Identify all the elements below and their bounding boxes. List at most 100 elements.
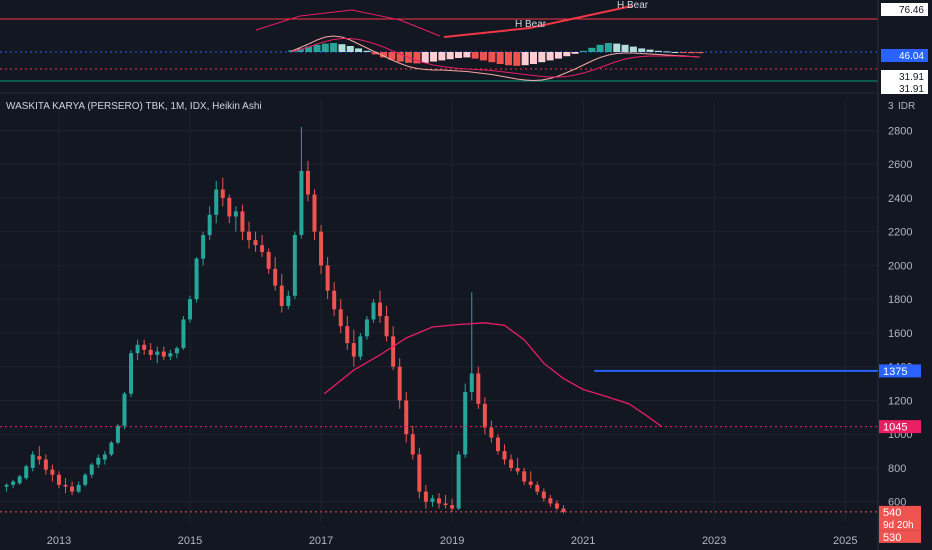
candle (30, 451, 35, 472)
candle (404, 392, 409, 443)
histogram-bar (646, 49, 654, 52)
candle (56, 471, 61, 489)
candle-body (371, 302, 376, 320)
candle-body (528, 481, 533, 485)
candle-body (469, 373, 474, 393)
histogram-bar (480, 52, 488, 61)
candle-body (135, 344, 140, 354)
y-axis: 6008001000120014001600180020002200240026… (888, 125, 912, 508)
candle-body (161, 351, 166, 357)
histogram-bar (455, 52, 463, 58)
candle (522, 467, 527, 485)
candle-body (554, 503, 559, 509)
y-tick-label: 600 (888, 497, 906, 509)
candle-body (155, 351, 160, 355)
y-tick-label: 1200 (888, 395, 912, 407)
y-tick-label: 2000 (888, 260, 912, 272)
histogram-bar (513, 52, 521, 66)
currency-label: IDR (898, 101, 915, 112)
histogram-bar (430, 52, 438, 62)
candle (89, 462, 94, 479)
candle-body (378, 302, 383, 317)
histogram-bar (305, 46, 313, 52)
candle-body (194, 258, 199, 300)
histogram-bar (338, 44, 346, 52)
candle-body (76, 484, 81, 492)
candle-body (89, 464, 94, 475)
candle (214, 181, 219, 224)
indicator-lines (255, 9, 701, 82)
upper-curve (255, 9, 441, 37)
candle (194, 256, 199, 303)
candle (509, 454, 514, 472)
candle-body (63, 484, 68, 487)
candle (482, 397, 487, 435)
y-tick-label: 1600 (888, 328, 912, 340)
histogram-bar (521, 52, 529, 66)
x-tick-label: 2021 (571, 535, 595, 547)
candle (168, 349, 173, 360)
candle-body (502, 451, 507, 460)
divergence-line-1 (443, 5, 633, 38)
hline-price-label: 1375 (883, 366, 907, 378)
candle (541, 488, 546, 502)
candle (266, 248, 271, 274)
candle (142, 339, 147, 355)
histogram-bar (538, 52, 546, 63)
candle (24, 464, 29, 480)
candle-body (358, 336, 363, 357)
candle (207, 206, 212, 241)
candle-body (273, 268, 278, 286)
candle (378, 290, 383, 323)
x-tick-label: 2019 (440, 535, 464, 547)
candle (4, 483, 9, 492)
candle-body (456, 454, 461, 509)
candle-body (345, 326, 350, 344)
low-price-box (879, 530, 921, 543)
candle-body (495, 437, 500, 452)
candle (502, 444, 507, 465)
histogram-bar (571, 52, 579, 54)
candle-body (11, 481, 16, 485)
candle-body (148, 349, 153, 355)
candle-body (233, 211, 238, 217)
candle-body (83, 474, 88, 485)
candle-body (207, 214, 212, 236)
ind-scale-1: 76.46 (899, 5, 924, 16)
candle-body (312, 194, 317, 232)
candle (115, 424, 120, 445)
candle (50, 464, 55, 482)
candle (345, 316, 350, 350)
candle-body (240, 211, 245, 232)
ind-scale-4: 31.91 (899, 84, 924, 95)
ind-scale-2: 46.04 (899, 51, 924, 62)
candle-body (129, 353, 134, 394)
candle (233, 206, 238, 232)
histogram-bar (588, 47, 596, 52)
last-price-label: 540 (883, 507, 901, 519)
histogram-bar (313, 44, 321, 52)
candle-body (417, 454, 422, 492)
x-tick-label: 2015 (178, 535, 202, 547)
candle (188, 295, 193, 323)
histogram-bar (413, 52, 421, 64)
candle-body (168, 353, 173, 357)
histogram-bar (446, 52, 454, 60)
candle-body (548, 498, 553, 504)
candle-body (30, 454, 35, 468)
candle-body (266, 251, 271, 269)
candle-body (305, 170, 310, 195)
candle (456, 451, 461, 511)
x-tick-label: 2025 (833, 535, 857, 547)
histogram-bar (663, 51, 671, 53)
candle (76, 481, 81, 494)
histogram-bar (638, 48, 646, 52)
candle-body (201, 235, 206, 259)
candle-body (214, 189, 219, 215)
candle (450, 498, 455, 512)
candle-body (43, 459, 48, 470)
last-price-box (879, 505, 921, 531)
y-tick-label: 2200 (888, 227, 912, 239)
